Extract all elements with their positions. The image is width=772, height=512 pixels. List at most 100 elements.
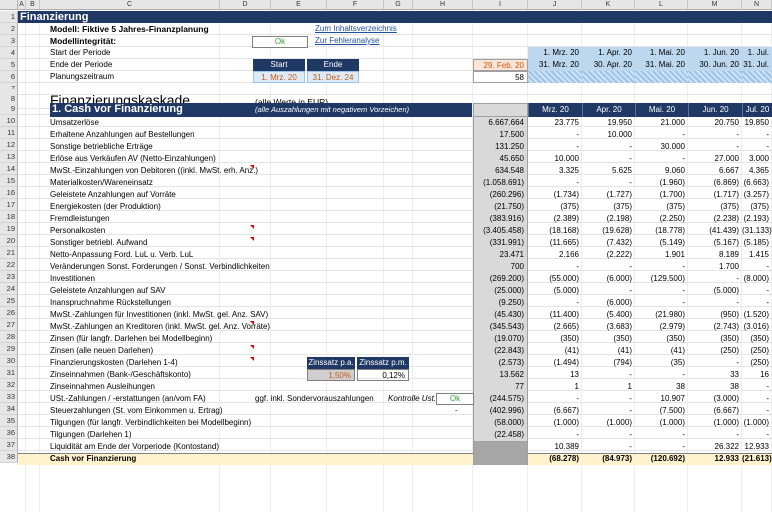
column-header[interactable]: M: [688, 0, 742, 10]
value-cell[interactable]: 3.325: [558, 166, 579, 175]
column-header[interactable]: H: [413, 0, 473, 10]
value-cell[interactable]: 21.000: [660, 118, 685, 127]
value-cell[interactable]: (350): [613, 334, 632, 343]
row-header[interactable]: 11: [0, 127, 18, 139]
value-cell[interactable]: (5.000): [713, 286, 739, 295]
row-header[interactable]: 35: [0, 415, 18, 427]
row-header[interactable]: 5: [0, 59, 18, 71]
value-cell[interactable]: 16: [760, 370, 769, 379]
value-cell[interactable]: (41): [670, 346, 685, 355]
value-cell[interactable]: -: [629, 154, 632, 163]
zins-pa-cell[interactable]: 1,50%: [307, 369, 355, 381]
value-cell[interactable]: (6.667): [713, 406, 739, 415]
value-cell[interactable]: (21.980): [655, 310, 685, 319]
row-header[interactable]: 21: [0, 247, 18, 259]
value-cell[interactable]: -: [766, 394, 769, 403]
value-cell[interactable]: (6.000): [606, 274, 632, 283]
value-cell[interactable]: -: [766, 286, 769, 295]
value-cell[interactable]: (1.734): [553, 190, 579, 199]
value-cell[interactable]: -: [766, 130, 769, 139]
value-cell[interactable]: (1.960): [659, 178, 685, 187]
row-header[interactable]: 18: [0, 211, 18, 223]
value-cell[interactable]: 20.750: [714, 118, 739, 127]
row-header[interactable]: 16: [0, 187, 18, 199]
value-cell[interactable]: (350): [750, 334, 769, 343]
value-cell[interactable]: -: [576, 178, 579, 187]
value-cell[interactable]: 10.000: [607, 130, 632, 139]
value-cell[interactable]: -: [629, 430, 632, 439]
value-cell[interactable]: 2.166: [558, 250, 579, 259]
value-cell[interactable]: (6.869): [713, 178, 739, 187]
value-cell[interactable]: (5.000): [553, 286, 579, 295]
column-header[interactable]: F: [327, 0, 384, 10]
value-cell[interactable]: (1.494): [553, 358, 579, 367]
value-cell[interactable]: -: [576, 262, 579, 271]
value-cell[interactable]: (250): [720, 346, 739, 355]
row-header[interactable]: 38: [0, 451, 18, 463]
value-cell[interactable]: 38: [676, 382, 685, 391]
value-cell[interactable]: (5.400): [606, 310, 632, 319]
value-cell[interactable]: (41): [564, 346, 579, 355]
value-cell[interactable]: -: [736, 274, 739, 283]
value-cell[interactable]: (375): [750, 202, 769, 211]
value-cell[interactable]: (794): [613, 358, 632, 367]
value-cell[interactable]: 1.901: [664, 250, 685, 259]
value-cell[interactable]: 12.933: [714, 454, 739, 463]
row-header[interactable]: 1: [0, 11, 18, 23]
value-cell[interactable]: (31.133): [742, 226, 772, 235]
value-cell[interactable]: 10.907: [660, 394, 685, 403]
value-cell[interactable]: 38: [730, 382, 739, 391]
value-cell[interactable]: (350): [560, 334, 579, 343]
value-cell[interactable]: (250): [750, 358, 769, 367]
column-header[interactable]: L: [635, 0, 688, 10]
value-cell[interactable]: (375): [720, 202, 739, 211]
value-cell[interactable]: -: [682, 442, 685, 451]
value-cell[interactable]: (21.613): [742, 454, 772, 463]
value-cell[interactable]: 5.625: [611, 166, 632, 175]
value-cell[interactable]: (18.168): [549, 226, 579, 235]
value-cell[interactable]: (2.389): [553, 214, 579, 223]
value-cell[interactable]: 23.775: [554, 118, 579, 127]
value-cell[interactable]: (19.628): [602, 226, 632, 235]
row-header[interactable]: 34: [0, 403, 18, 415]
row-header[interactable]: 10: [0, 115, 18, 127]
value-cell[interactable]: -: [629, 442, 632, 451]
column-header[interactable]: C: [40, 0, 220, 10]
row-header[interactable]: 36: [0, 427, 18, 439]
value-cell[interactable]: 1: [627, 382, 632, 391]
value-cell[interactable]: (1.000): [713, 418, 739, 427]
value-cell[interactable]: (35): [670, 358, 685, 367]
value-cell[interactable]: -: [736, 298, 739, 307]
row-header[interactable]: 30: [0, 355, 18, 367]
value-cell[interactable]: (375): [666, 202, 685, 211]
row-header[interactable]: 15: [0, 175, 18, 187]
value-cell[interactable]: 1.700: [718, 262, 739, 271]
row-header[interactable]: 28: [0, 331, 18, 343]
row-header[interactable]: 13: [0, 151, 18, 163]
value-cell[interactable]: (7.432): [606, 238, 632, 247]
column-header[interactable]: E: [271, 0, 327, 10]
comment-marker[interactable]: [250, 165, 254, 169]
value-cell[interactable]: (68.278): [549, 454, 579, 463]
value-cell[interactable]: -: [682, 130, 685, 139]
value-cell[interactable]: (350): [666, 334, 685, 343]
row-header[interactable]: 23: [0, 271, 18, 283]
value-cell[interactable]: -: [682, 298, 685, 307]
value-cell[interactable]: (1.000): [743, 418, 769, 427]
value-cell[interactable]: (250): [750, 346, 769, 355]
value-cell[interactable]: (3.257): [743, 190, 769, 199]
value-cell[interactable]: (2.250): [659, 214, 685, 223]
value-cell[interactable]: (950): [720, 310, 739, 319]
value-cell[interactable]: 12.933: [744, 442, 769, 451]
value-cell[interactable]: -: [766, 406, 769, 415]
value-cell[interactable]: (1.000): [553, 418, 579, 427]
column-header[interactable]: G: [384, 0, 413, 10]
value-cell[interactable]: (3.683): [606, 322, 632, 331]
column-header[interactable]: D: [220, 0, 271, 10]
row-header[interactable]: 37: [0, 439, 18, 451]
comment-marker[interactable]: [250, 225, 254, 229]
row-header[interactable]: 4: [0, 47, 18, 59]
value-cell[interactable]: -: [682, 370, 685, 379]
value-cell[interactable]: (2.665): [553, 322, 579, 331]
value-cell[interactable]: -: [736, 358, 739, 367]
